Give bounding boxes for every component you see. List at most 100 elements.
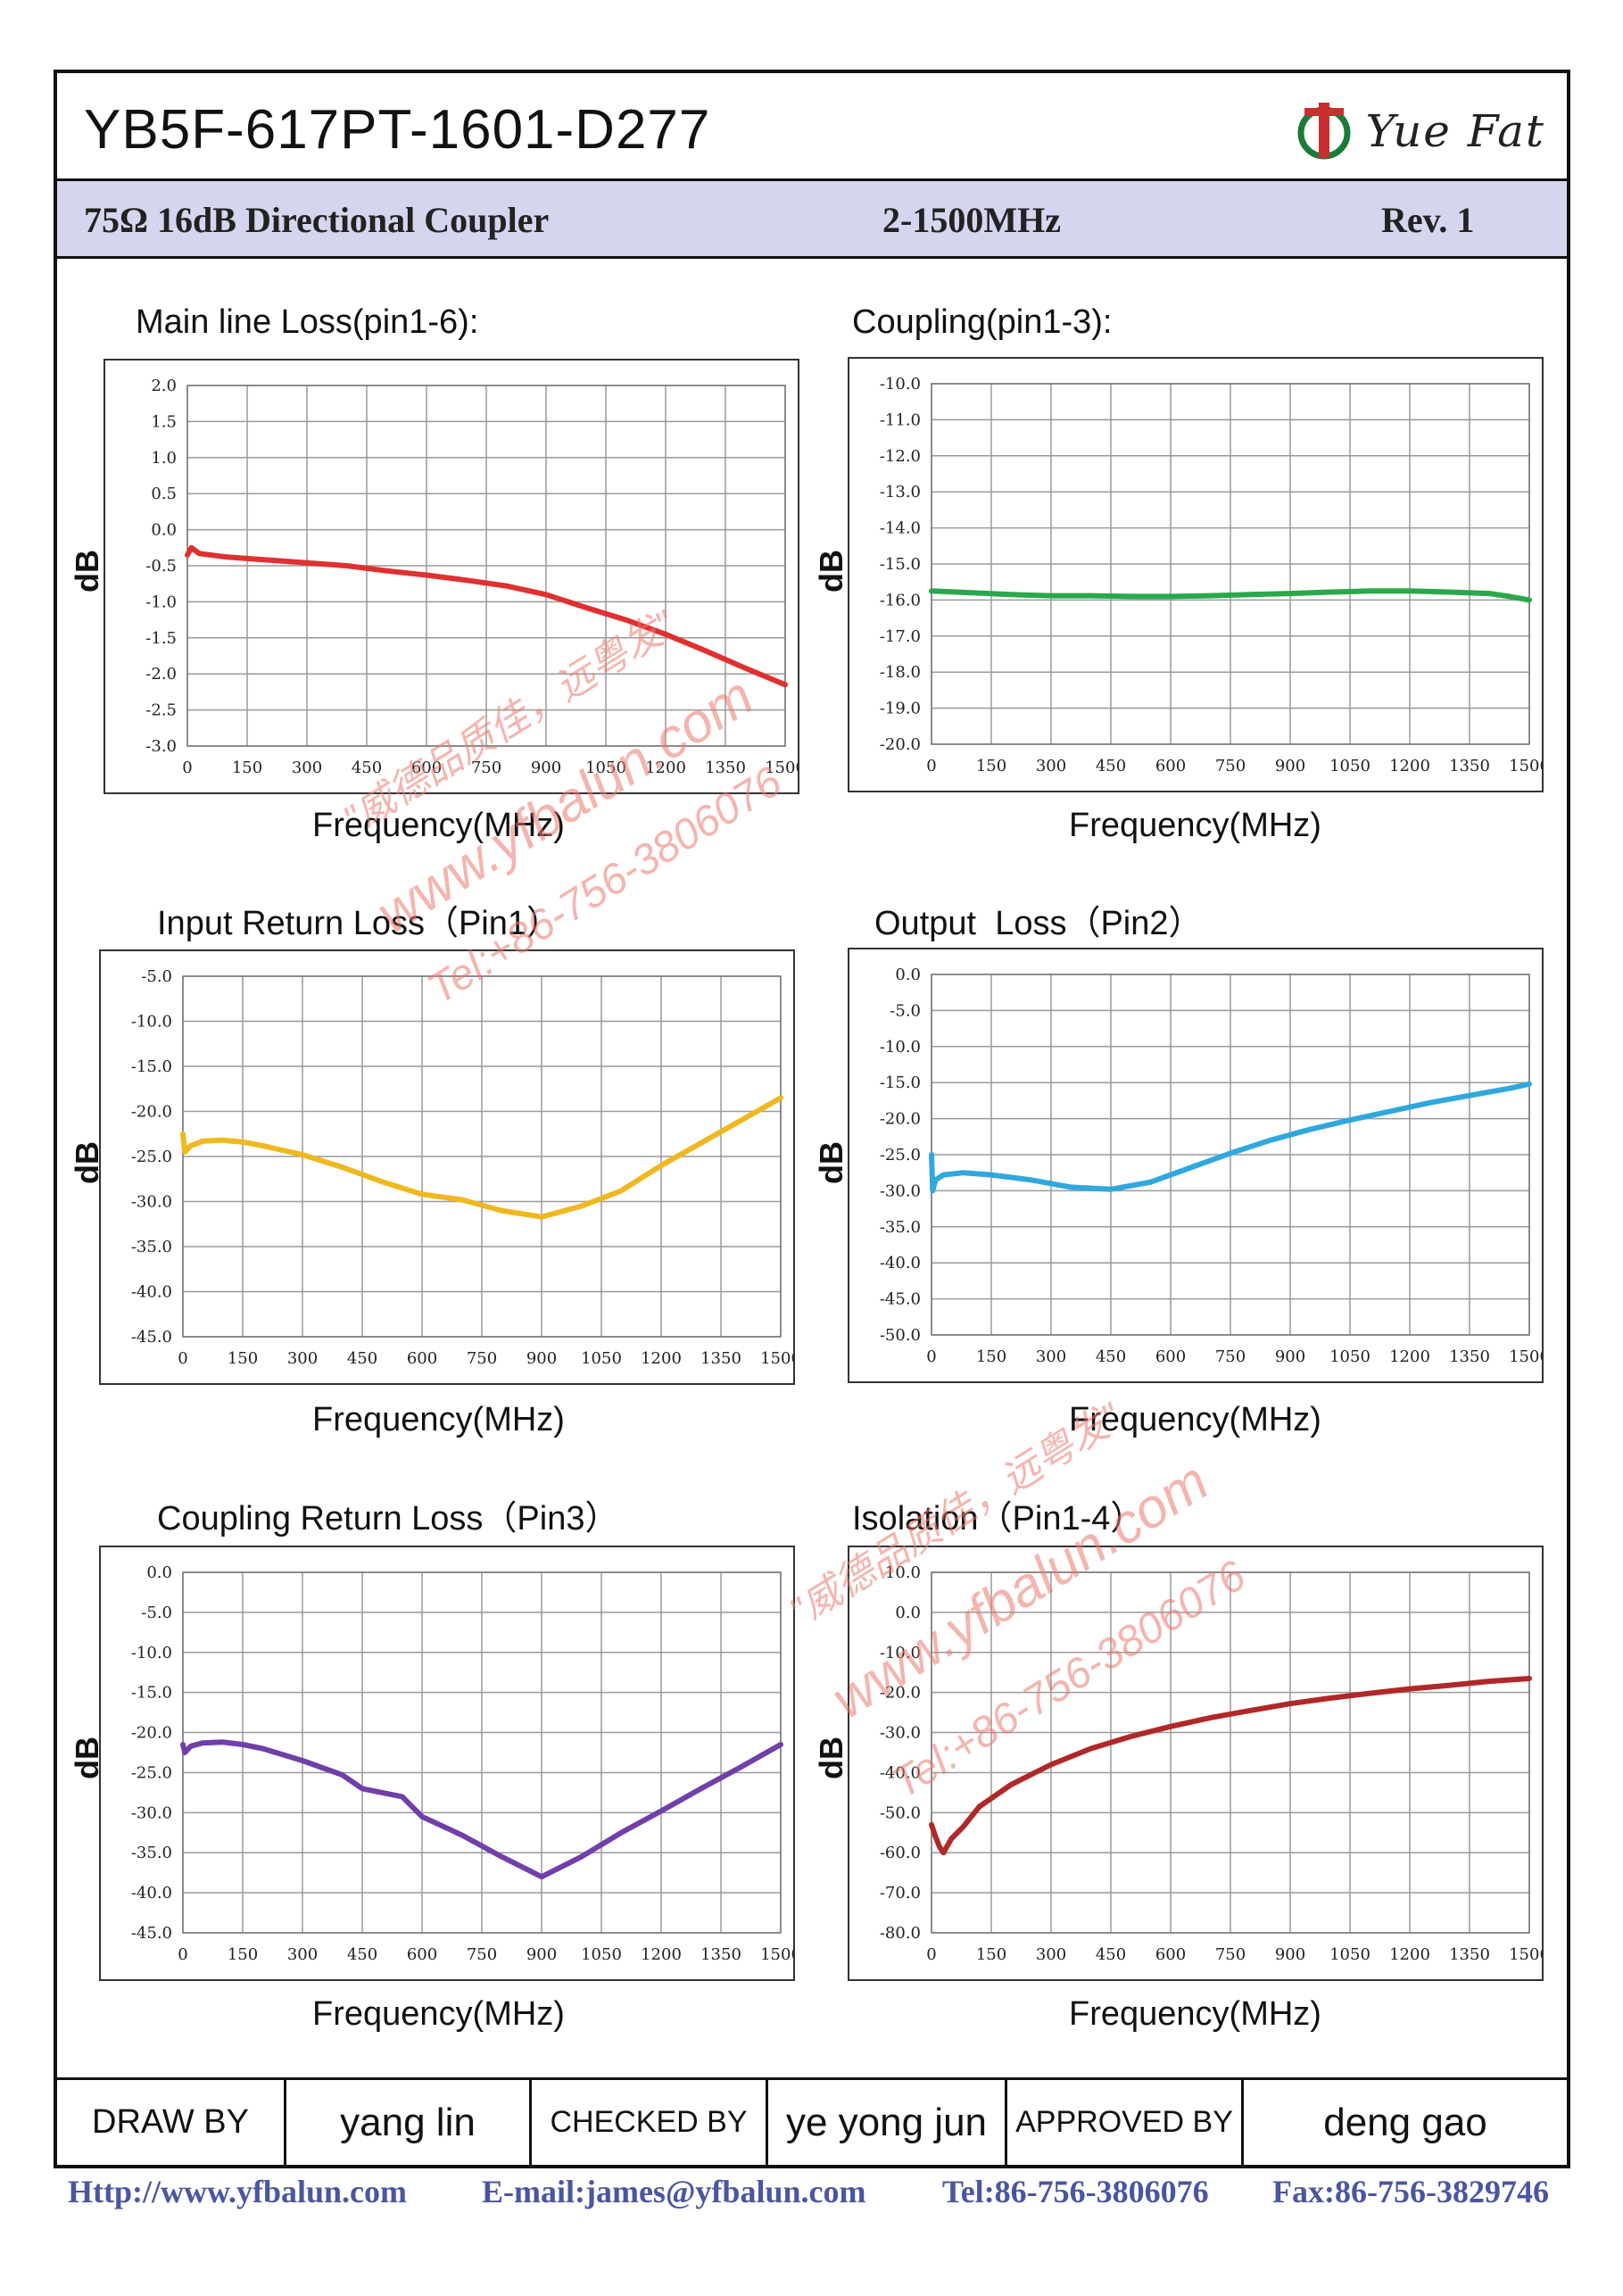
data-point: [200, 1740, 205, 1745]
data-point: [1168, 1724, 1173, 1729]
x-tick-label: 0: [926, 1347, 936, 1366]
y-tick-label: -15.0: [880, 555, 921, 574]
data-point: [1367, 588, 1372, 593]
x-tick-label: 1350: [700, 1945, 741, 1964]
footer-email-link[interactable]: E-mail:james@yfbalun.com: [482, 2174, 866, 2209]
x-tick-label: 1200: [1389, 1347, 1430, 1366]
data-point: [932, 1834, 938, 1839]
y-tick-label: -0.5: [145, 557, 177, 576]
data-point: [929, 1822, 934, 1828]
data-point: [940, 1173, 946, 1178]
y-tick-label: -10.0: [880, 1644, 921, 1662]
data-point: [180, 1131, 186, 1137]
x-tick-label: 450: [347, 1945, 377, 1964]
x-tick-label: 1050: [1329, 757, 1370, 775]
x-tick-label: 450: [352, 758, 382, 777]
data-point: [1268, 1138, 1273, 1143]
data-point: [1128, 1734, 1133, 1739]
data-point: [220, 1138, 226, 1143]
data-point: [460, 1197, 465, 1202]
data-point: [260, 1143, 265, 1148]
x-tick-label: 1500: [1509, 1347, 1542, 1366]
footer-fax: Fax:86-756-3829746: [1272, 2174, 1549, 2209]
data-point: [1108, 1187, 1114, 1192]
x-tick-label: 1350: [1449, 1945, 1490, 1964]
x-tick-label: 750: [471, 758, 501, 777]
y-tick-label: -11.0: [880, 410, 921, 429]
y-tick-label: -35.0: [880, 1218, 921, 1237]
spec-band: 75Ω 16dB Directional Coupler 2-1500MHz R…: [57, 178, 1567, 259]
chart-isolation: 0 150 300 450 600 750 900 1050 1200 1350 1500 10.0 0…: [848, 1546, 1544, 1981]
x-tick-label: 1500: [1509, 757, 1542, 775]
data-point: [539, 1874, 544, 1879]
y-tick-label: -40.0: [880, 1254, 921, 1272]
data-point: [932, 1177, 938, 1182]
checked-by-value: ye yong jun: [768, 2080, 1007, 2165]
footer-http-link[interactable]: Http://www.yfbalun.com: [68, 2174, 408, 2209]
y-tick-label: -3.0: [145, 737, 177, 756]
data-point: [196, 551, 202, 556]
data-point: [260, 1746, 265, 1752]
y-tick-label: -35.0: [131, 1844, 172, 1862]
data-point: [300, 1758, 305, 1763]
x-tick-label: 1500: [765, 758, 798, 777]
y-tick-label: 0.0: [146, 1563, 172, 1582]
x-tick-label: 900: [1275, 757, 1305, 775]
data-point: [658, 1163, 664, 1168]
data-point: [188, 1744, 194, 1749]
x-tick-label: 150: [232, 758, 262, 777]
data-point: [618, 1188, 624, 1193]
datasheet-frame: YB5F-617PT-1601-D277 Yue Fat 75Ω 16dB Di…: [54, 70, 1570, 2168]
data-point: [663, 632, 668, 637]
y-tick-label: 1.5: [151, 412, 177, 431]
x-tick-label: 1050: [1329, 1347, 1370, 1366]
chart-title-mainline: Main line Loss(pin1-6):: [136, 303, 479, 341]
y-tick-label: -45.0: [131, 1328, 172, 1347]
y-tick-label: -40.0: [880, 1763, 921, 1782]
data-point: [1208, 1715, 1213, 1720]
data-point: [400, 1794, 405, 1799]
ylabel-mainline: dB: [69, 550, 105, 593]
x-tick-label: 750: [1215, 1945, 1246, 1964]
data-point: [1447, 1683, 1453, 1688]
x-tick-label: 600: [1155, 1945, 1186, 1964]
data-point: [989, 1173, 994, 1178]
xlabel-output: Frequency(MHz): [1069, 1401, 1321, 1438]
x-tick-label: 0: [182, 758, 192, 777]
data-point: [360, 1786, 365, 1791]
x-tick-label: 1050: [585, 758, 626, 777]
data-point: [264, 558, 269, 563]
y-tick-label: -20.0: [880, 735, 921, 754]
chart-title-isolation: Isolation（Pin1-4）: [852, 1500, 1145, 1538]
data-point: [1507, 1086, 1512, 1091]
x-tick-label: 900: [531, 758, 561, 777]
x-tick-label: 300: [1036, 757, 1066, 775]
data-point: [778, 1742, 783, 1747]
x-tick-label: 750: [1215, 757, 1246, 775]
draw-by-value: yang lin: [286, 2080, 532, 2165]
x-tick-label: 450: [347, 1349, 377, 1368]
y-tick-label: 1.0: [151, 449, 177, 468]
chart-output-loss: 0 150 300 450 600 750 900 1050 1200 1350 1500 0.0 -5…: [848, 948, 1544, 1383]
chart-title-input-rl: Input Return Loss（Pin1）: [157, 905, 561, 942]
data-point: [1288, 591, 1293, 596]
x-tick-label: 1200: [641, 1945, 682, 1964]
x-tick-label: 450: [1096, 1945, 1126, 1964]
y-tick-label: 2.0: [151, 377, 177, 395]
data-point: [225, 554, 230, 559]
data-point: [464, 577, 469, 583]
x-tick-label: 1350: [705, 758, 746, 777]
series-line: [929, 1081, 1532, 1194]
data-point: [384, 568, 389, 574]
data-point: [1008, 1782, 1014, 1787]
ylabel-isolation: dB: [813, 1737, 849, 1779]
data-point: [703, 648, 708, 653]
y-tick-label: 0.0: [895, 1604, 921, 1622]
x-tick-label: 1200: [1389, 1945, 1430, 1964]
data-point: [1387, 1109, 1393, 1115]
y-tick-label: -25.0: [131, 1763, 172, 1782]
y-tick-label: -10.0: [880, 1038, 921, 1057]
data-point: [1008, 592, 1014, 597]
data-point: [1486, 1678, 1492, 1684]
data-point: [379, 1179, 385, 1184]
